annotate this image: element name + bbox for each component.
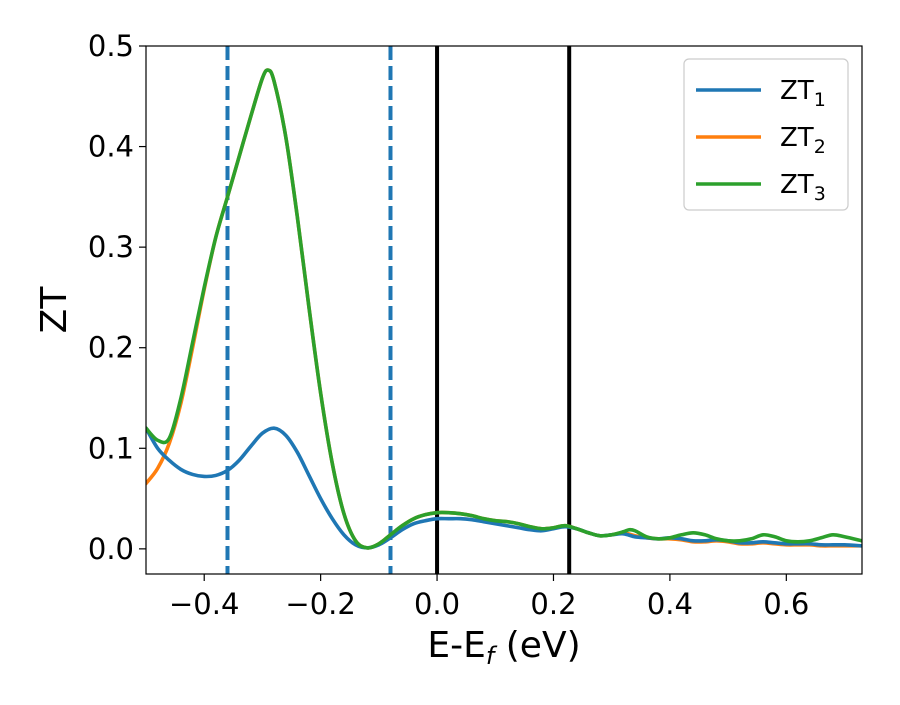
axes-frame (145, 45, 863, 575)
y-tick-label: 0.5 (88, 29, 134, 63)
x-tick-label: 0.6 (763, 587, 809, 621)
y-tick-label: 0.3 (88, 230, 134, 264)
series-lines (146, 68, 862, 550)
x-tick-label: 0.4 (647, 587, 693, 621)
y-tick-label: 0.4 (88, 130, 134, 164)
x-axis-title: E-Ef (eV) (427, 625, 580, 670)
y-axis-title: ZT (34, 286, 75, 334)
y-axis-ticks: 0.0 0.1 0.2 0.3 0.4 0.5 (88, 29, 146, 566)
x-tick-label: 0.2 (530, 587, 576, 621)
y-tick-label: 0.0 (88, 532, 134, 566)
legend-label-zt2: ZT2 (780, 123, 826, 158)
x-tick-label: −0.2 (285, 587, 355, 621)
x-axis-title-main: E-E (427, 625, 485, 666)
y-tick-label: 0.1 (88, 431, 134, 465)
x-tick-label: 0.0 (414, 587, 460, 621)
series-line-zt1 (146, 426, 862, 550)
y-tick-label: 0.2 (88, 331, 134, 365)
reference-lines (225, 46, 572, 574)
legend-box (683, 58, 849, 211)
legend: ZT1 ZT2 ZT3 (683, 58, 849, 211)
legend-label-zt1: ZT1 (780, 76, 826, 111)
x-axis-title-unit: (eV) (494, 625, 580, 666)
x-axis-ticks: −0.4 −0.2 0.0 0.2 0.4 0.6 (169, 574, 809, 621)
x-tick-label: −0.4 (169, 587, 239, 621)
series-line-zt3 (146, 68, 862, 550)
legend-label-zt3: ZT3 (780, 170, 826, 205)
